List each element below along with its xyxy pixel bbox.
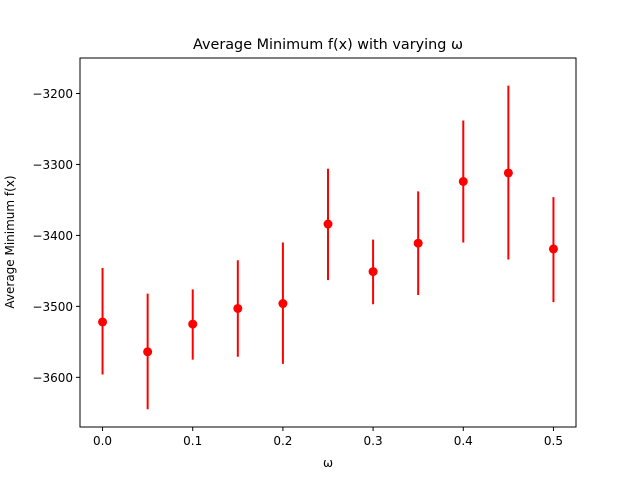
y-tick-label: −3600 [32, 371, 73, 385]
data-point [323, 219, 333, 229]
x-axis: 0.0 0.1 0.2 0.3 0.4 0.5 [93, 427, 563, 448]
x-tick-label: 0.3 [364, 434, 383, 448]
y-axis: −3600 −3500 −3400 −3300 −3200 [32, 87, 80, 385]
y-tick-label: −3400 [32, 229, 73, 243]
data-point [188, 319, 198, 329]
x-axis-title: ω [323, 456, 333, 470]
plot-area [98, 85, 558, 410]
y-tick-label: −3300 [32, 158, 73, 172]
chart-title: Average Minimum f(x) with varying ω [193, 37, 463, 53]
data-point [278, 299, 288, 309]
data-point [98, 317, 108, 327]
data-point [548, 244, 558, 254]
data-point [458, 176, 468, 186]
plot-frame [79, 57, 577, 428]
y-axis-title: Average Minimum f(x) [3, 175, 17, 308]
data-point [413, 238, 423, 248]
x-tick-label: 0.1 [183, 434, 202, 448]
data-point [368, 267, 378, 277]
data-point [233, 303, 243, 313]
x-tick-label: 0.4 [454, 434, 473, 448]
x-tick-label: 0.5 [544, 434, 563, 448]
y-tick-label: −3500 [32, 300, 73, 314]
y-tick-label: −3200 [32, 87, 73, 101]
data-point [503, 168, 513, 178]
data-point [143, 347, 153, 357]
x-tick-label: 0.2 [273, 434, 292, 448]
x-tick-label: 0.0 [93, 434, 112, 448]
